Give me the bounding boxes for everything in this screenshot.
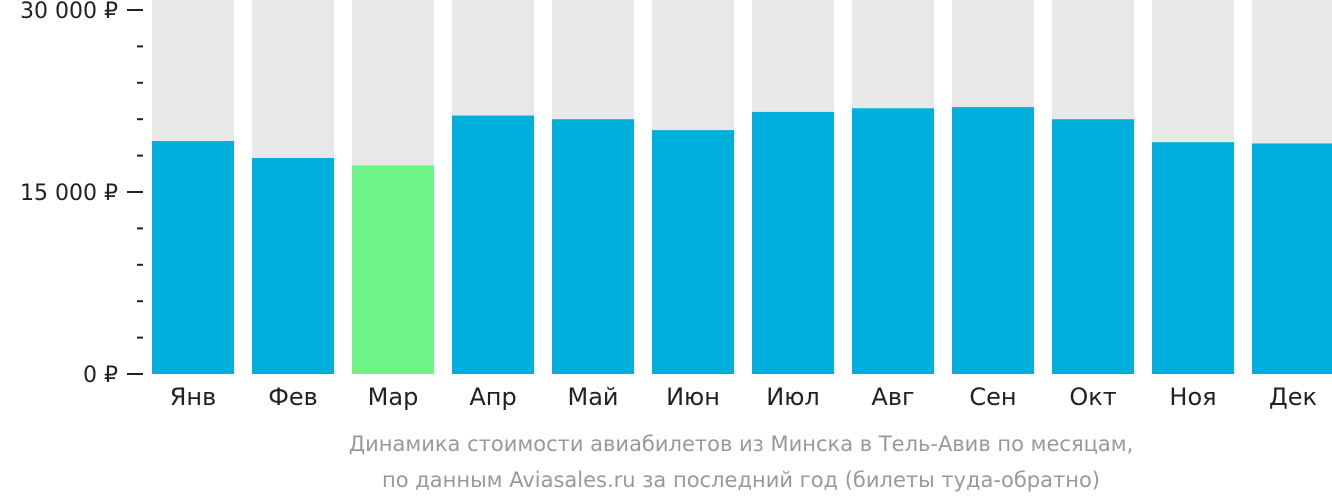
bar-7 (752, 111, 834, 375)
x-tick-label: Мар (368, 383, 419, 411)
y-tick-label: 0 ₽ (83, 363, 118, 388)
x-tick-label: Окт (1069, 383, 1116, 411)
x-tick-label: Дек (1269, 383, 1317, 411)
bar-1 (152, 141, 234, 374)
caption-line-1: Динамика стоимости авиабилетов из Минска… (349, 432, 1134, 456)
x-tick-label: Июн (666, 383, 720, 411)
x-tick-label: Янв (170, 383, 217, 411)
bars (152, 107, 1332, 375)
bar-5 (552, 119, 634, 374)
x-tick-label: Сен (969, 383, 1016, 411)
x-axis-labels: Янв Фев Мар Апр Май Июн Июл Авг Сен Окт Ноя Дек (170, 383, 1317, 411)
bar-9 (952, 107, 1034, 375)
y-axis: 0 ₽ 15 000 ₽ 30 000 ₽ (20, 0, 143, 388)
x-tick-label: Ноя (1169, 383, 1216, 411)
x-tick-label: Июл (766, 383, 820, 411)
bar-12 (1252, 143, 1332, 374)
bar-10 (1052, 119, 1134, 374)
bar-6 (652, 130, 734, 374)
bar-11 (1152, 142, 1234, 374)
caption-line-2: по данным Aviasales.ru за последний год … (382, 468, 1100, 492)
bar-8 (852, 108, 934, 374)
x-tick-label: Апр (469, 383, 516, 411)
bar-3 (352, 165, 434, 374)
y-tick-label: 15 000 ₽ (20, 181, 118, 206)
x-tick-label: Авг (871, 383, 914, 411)
bar-2 (252, 158, 334, 374)
bar-4 (452, 115, 534, 374)
x-tick-label: Фев (268, 383, 318, 411)
x-tick-label: Май (567, 383, 618, 411)
y-tick-label: 30 000 ₽ (20, 0, 118, 24)
